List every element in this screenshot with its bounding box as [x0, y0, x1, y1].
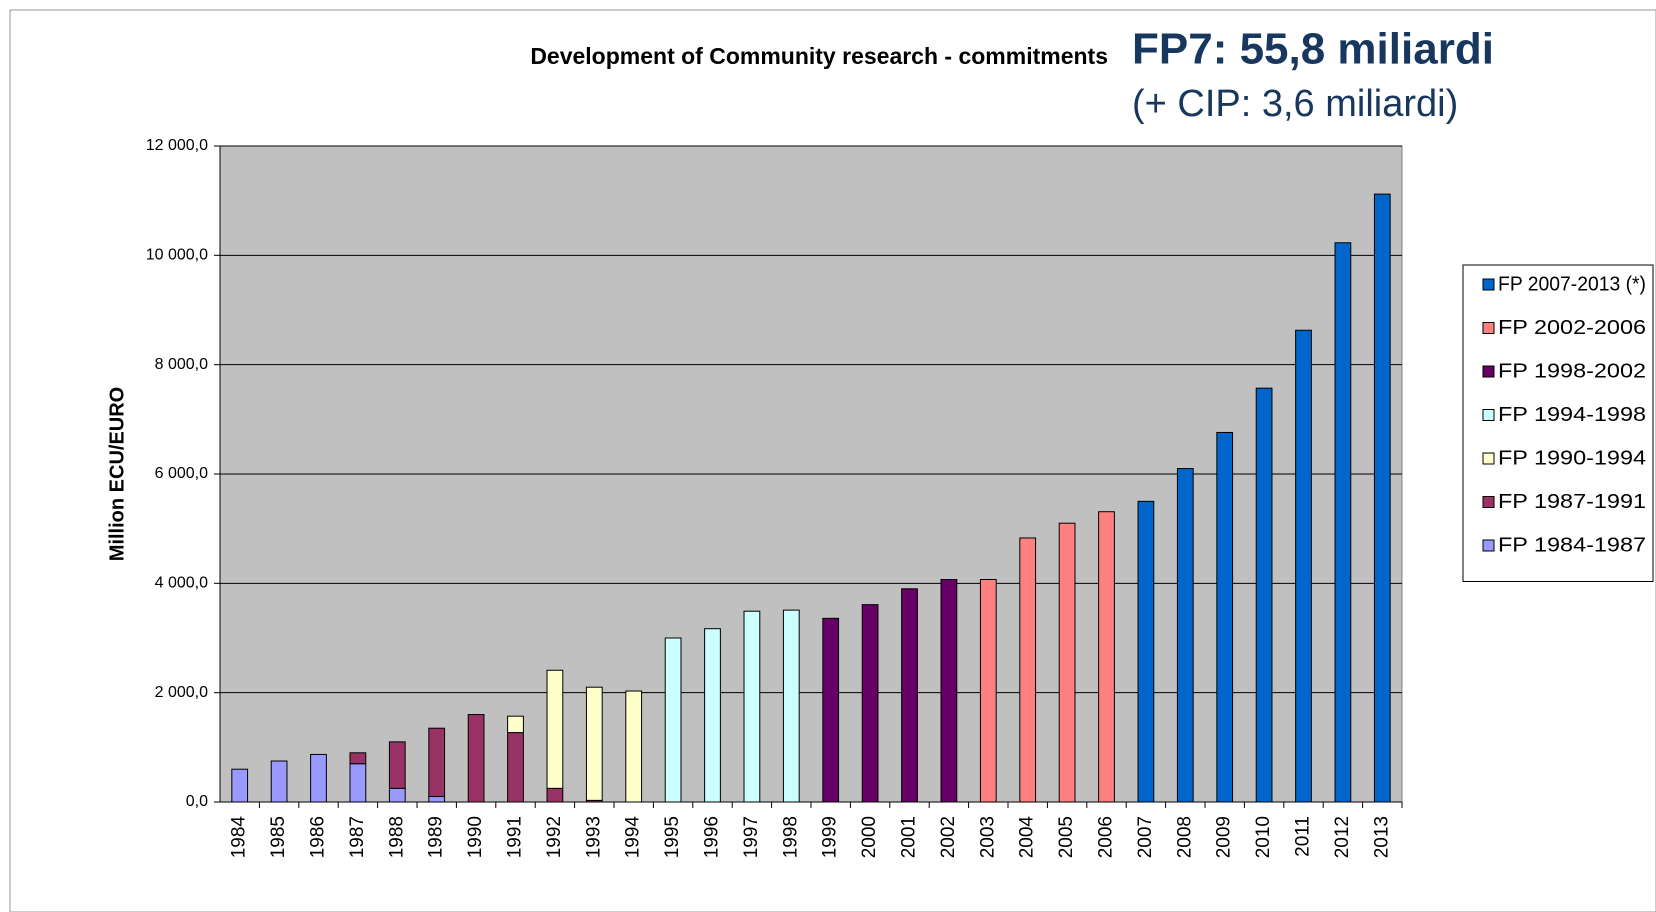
x-tick-label: 2004: [1017, 816, 1038, 859]
bar-segment: [1019, 537, 1037, 803]
x-tick-label: 1989: [426, 816, 447, 858]
x-tick-label: 2013: [1371, 816, 1392, 858]
x-tick-label: 2008: [1174, 816, 1195, 858]
legend-label: FP 1994-1998: [1498, 404, 1646, 426]
headline: FP7: 55,8 miliardi: [1132, 25, 1494, 74]
bar-segment: [625, 690, 643, 803]
x-tick-label: 1993: [583, 816, 604, 858]
x-tick-label: 2009: [1214, 816, 1235, 858]
y-tick-label: 0,0: [186, 793, 208, 810]
bar-segment: [1058, 522, 1076, 803]
bar-segment: [1098, 511, 1115, 803]
bar-segment: [940, 579, 958, 803]
legend-swatch: [1482, 539, 1495, 552]
legend-label: FP 1984-1987: [1498, 534, 1646, 556]
chart-title: Development of Community research - comm…: [530, 43, 1108, 69]
bar-segment: [1295, 329, 1312, 803]
bar-segment: [231, 768, 249, 803]
legend-label: FP 2007-2013 (*): [1498, 273, 1646, 295]
x-tick-label: 2007: [1135, 816, 1156, 858]
legend-swatch: [1482, 409, 1495, 421]
x-tick-label: 1985: [268, 816, 289, 858]
x-tick-label: 2003: [977, 816, 998, 858]
bar-segment: [743, 610, 761, 803]
x-tick-label: 1994: [623, 816, 644, 859]
x-tick-label: 2002: [938, 816, 959, 858]
y-tick-label: 12 000,0: [146, 137, 208, 154]
x-tick-label: 2006: [1096, 816, 1117, 858]
legend-swatch: [1482, 496, 1495, 508]
x-tick-label: 1992: [544, 816, 565, 858]
bar-segment: [1216, 431, 1234, 803]
legend-label: FP 1990-1994: [1498, 447, 1646, 469]
bar-segment: [664, 637, 682, 803]
x-tick-label: 1995: [662, 816, 683, 858]
x-tick-label: 1998: [780, 816, 801, 858]
bar-segment: [388, 787, 406, 803]
bar-segment: [270, 760, 288, 803]
bar-segment: [822, 617, 840, 803]
y-tick-label: 8 000,0: [155, 356, 208, 373]
y-tick-label: 10 000,0: [146, 247, 208, 264]
bar-segment: [1373, 193, 1391, 803]
bar-segment: [1176, 468, 1194, 803]
subheadline: (+ CIP: 3,6 miliardi): [1132, 83, 1458, 125]
bar-segment: [704, 628, 721, 803]
bar-segment: [979, 579, 997, 803]
legend-label: FP 1987-1991: [1498, 491, 1646, 513]
legend-label: FP 1998-2002: [1498, 360, 1646, 382]
bar-segment: [467, 714, 485, 803]
bar-segment: [507, 715, 524, 734]
bar-segment: [310, 753, 327, 803]
bar-segment: [507, 732, 524, 803]
y-tick-label: 4 000,0: [155, 575, 208, 592]
x-tick-label: 1984: [229, 816, 250, 859]
x-tick-label: 2005: [1056, 816, 1077, 858]
x-tick-label: 1999: [820, 816, 841, 858]
y-axis-label: Million ECU/EURO: [106, 387, 128, 561]
x-tick-label: 2000: [859, 816, 880, 858]
x-tick-label: 1988: [386, 816, 407, 858]
x-tick-label: 1996: [702, 816, 723, 858]
x-tick-label: 1997: [741, 816, 762, 858]
x-tick-label: 1986: [308, 816, 329, 858]
x-tick-label: 1987: [347, 816, 368, 858]
x-tick-label: 1991: [505, 816, 526, 858]
bar-segment: [349, 752, 367, 765]
bar-segment: [546, 787, 564, 803]
x-tick-label: 2001: [899, 816, 920, 858]
x-tick-label: 2012: [1332, 816, 1353, 858]
legend-swatch: [1482, 322, 1495, 334]
legend-label: FP 2002-2006: [1498, 317, 1646, 339]
bar-segment: [901, 588, 918, 803]
bar-segment: [1137, 500, 1155, 803]
bar-segment: [782, 609, 800, 803]
legend-swatch: [1482, 452, 1495, 465]
x-tick-label: 2010: [1253, 816, 1274, 858]
y-tick-label: 2 000,0: [155, 684, 208, 701]
legend-swatch: [1482, 278, 1495, 291]
bar-segment: [428, 727, 446, 798]
y-tick-label: 6 000,0: [155, 465, 208, 482]
legend-box: [1462, 264, 1654, 582]
bar-segment: [349, 763, 367, 803]
bar-segment: [861, 604, 879, 803]
bar-segment: [388, 741, 406, 789]
bar-segment: [585, 686, 603, 801]
bar-segment: [1255, 387, 1273, 803]
legend-swatch: [1482, 365, 1495, 378]
bar-segment: [1334, 242, 1352, 803]
x-tick-label: 2011: [1293, 816, 1314, 857]
bar-segment: [546, 669, 564, 789]
x-tick-label: 1990: [465, 816, 486, 858]
bar-segment: [428, 796, 446, 803]
